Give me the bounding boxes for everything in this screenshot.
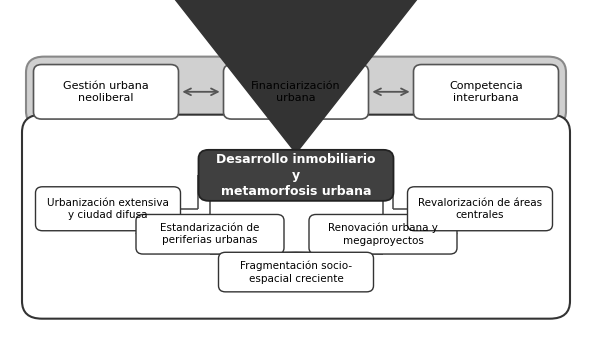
FancyBboxPatch shape — [22, 115, 570, 319]
FancyBboxPatch shape — [198, 150, 394, 201]
Text: Revalorización de áreas
centrales: Revalorización de áreas centrales — [418, 198, 542, 220]
Text: Fragmentación socio-
espacial creciente: Fragmentación socio- espacial creciente — [240, 261, 352, 284]
FancyBboxPatch shape — [309, 215, 457, 254]
FancyBboxPatch shape — [36, 187, 181, 231]
Text: Desarrollo inmobiliario
y
metamorfosis urbana: Desarrollo inmobiliario y metamorfosis u… — [216, 153, 376, 198]
Text: Financiarización
urbana: Financiarización urbana — [251, 81, 341, 103]
FancyBboxPatch shape — [26, 57, 566, 127]
Text: Competencia
interurbana: Competencia interurbana — [449, 81, 523, 103]
FancyBboxPatch shape — [136, 215, 284, 254]
Text: Urbanización extensiva
y ciudad difusa: Urbanización extensiva y ciudad difusa — [47, 198, 169, 220]
FancyBboxPatch shape — [413, 64, 558, 119]
FancyBboxPatch shape — [224, 64, 368, 119]
Text: Estandarización de
periferias urbanas: Estandarización de periferias urbanas — [160, 223, 260, 246]
Text: Renovación urbana y
megaproyectos: Renovación urbana y megaproyectos — [328, 223, 438, 246]
FancyBboxPatch shape — [218, 252, 374, 292]
FancyBboxPatch shape — [34, 64, 179, 119]
FancyBboxPatch shape — [407, 187, 552, 231]
Text: Gestión urbana
neoliberal: Gestión urbana neoliberal — [63, 81, 149, 103]
